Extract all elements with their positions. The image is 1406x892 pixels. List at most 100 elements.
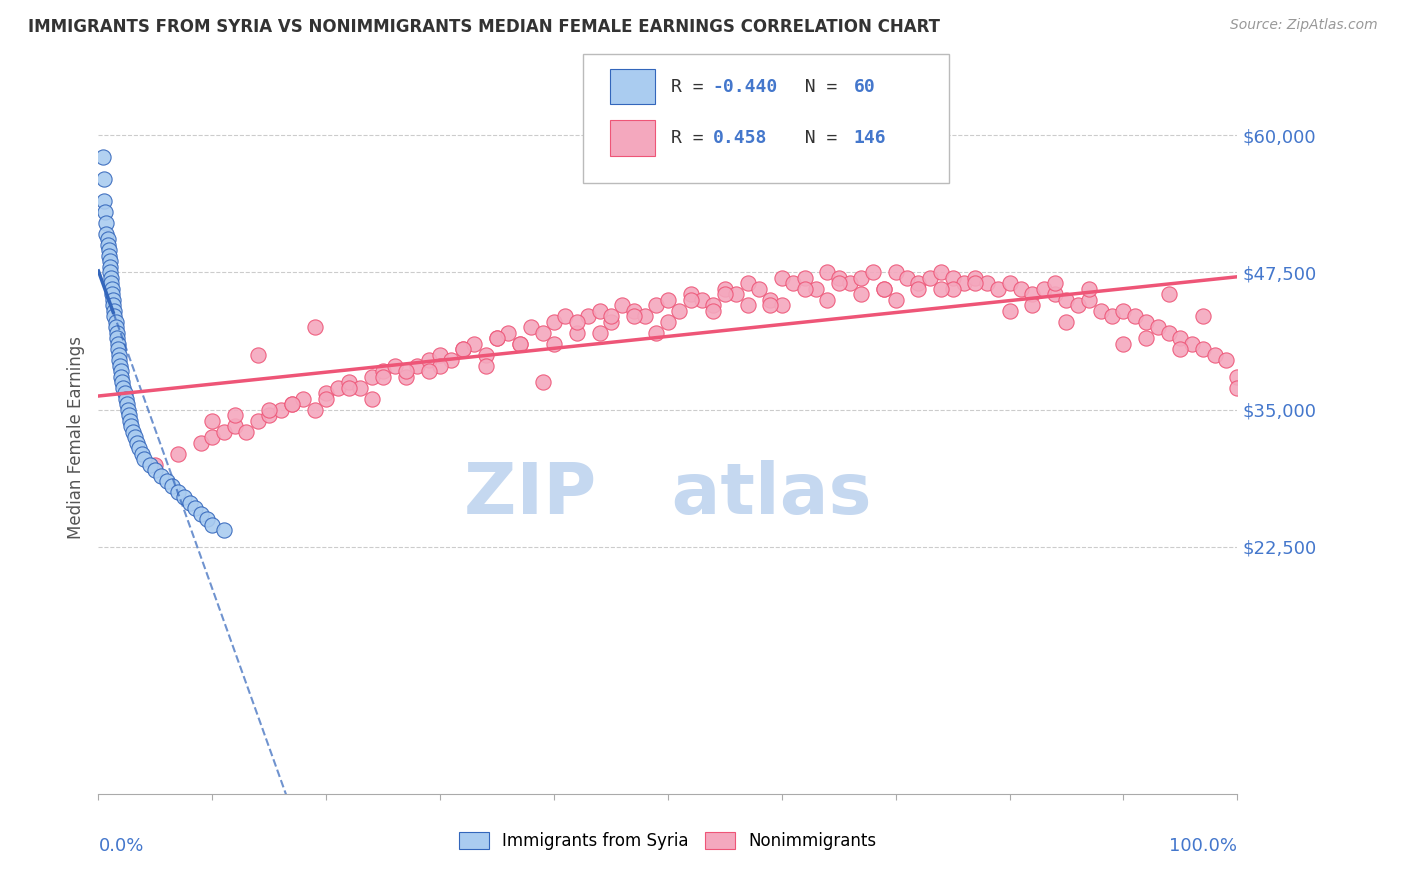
Point	[98, 260, 121, 274]
Text: 0.458: 0.458	[713, 129, 768, 147]
Point	[326, 381, 349, 395]
Point	[873, 282, 896, 296]
Point	[337, 381, 360, 395]
Point	[212, 524, 235, 538]
Point	[804, 282, 827, 296]
Point	[98, 254, 121, 268]
Point	[337, 375, 360, 389]
Point	[520, 320, 543, 334]
Point	[702, 298, 724, 312]
Point	[498, 326, 520, 340]
Point	[815, 265, 838, 279]
Point	[429, 359, 451, 373]
Point	[953, 277, 976, 291]
Point	[201, 430, 224, 444]
Point	[531, 326, 554, 340]
Point	[94, 205, 117, 219]
Point	[104, 320, 127, 334]
Point	[588, 326, 610, 340]
Point	[884, 265, 907, 279]
Point	[281, 397, 304, 411]
Point	[156, 474, 179, 488]
Point	[93, 194, 115, 208]
Point	[120, 414, 142, 428]
Text: IMMIGRANTS FROM SYRIA VS NONIMMIGRANTS MEDIAN FEMALE EARNINGS CORRELATION CHART: IMMIGRANTS FROM SYRIA VS NONIMMIGRANTS M…	[28, 18, 941, 36]
Point	[929, 282, 952, 296]
Point	[111, 375, 134, 389]
Point	[259, 402, 281, 417]
Point	[884, 293, 907, 307]
Point	[96, 232, 118, 246]
Text: 0.0%: 0.0%	[98, 837, 143, 855]
Point	[839, 277, 862, 291]
Point	[907, 282, 929, 296]
Point	[1157, 326, 1180, 340]
Point	[93, 172, 115, 186]
Point	[108, 353, 131, 368]
Point	[440, 353, 463, 368]
Point	[1192, 310, 1215, 324]
Point	[150, 468, 173, 483]
Point	[531, 375, 554, 389]
Point	[97, 244, 120, 258]
Point	[105, 331, 128, 345]
Point	[1078, 293, 1101, 307]
Point	[110, 369, 132, 384]
Point	[184, 501, 207, 516]
Point	[929, 265, 952, 279]
Point	[315, 386, 337, 401]
Point	[395, 364, 418, 378]
Point	[543, 315, 565, 329]
Point	[145, 458, 167, 472]
Point	[1135, 331, 1157, 345]
Point	[1123, 310, 1146, 324]
Point	[1204, 348, 1226, 362]
Point	[406, 359, 429, 373]
Point	[759, 293, 782, 307]
Point	[201, 517, 224, 532]
Point	[759, 298, 782, 312]
Point	[486, 331, 509, 345]
Point	[107, 336, 129, 351]
Point	[132, 452, 155, 467]
Point	[657, 315, 679, 329]
Point	[98, 265, 121, 279]
Point	[1101, 310, 1123, 324]
Point	[851, 287, 873, 301]
Point	[1170, 331, 1192, 345]
Point	[384, 359, 406, 373]
Point	[815, 293, 838, 307]
Point	[645, 326, 668, 340]
Point	[96, 238, 118, 252]
Point	[108, 348, 131, 362]
Point	[565, 326, 588, 340]
Point	[1112, 336, 1135, 351]
Point	[190, 507, 212, 521]
Point	[104, 315, 127, 329]
Y-axis label: Median Female Earnings: Median Female Earnings	[66, 335, 84, 539]
Point	[127, 435, 149, 450]
Point	[167, 485, 190, 500]
Text: R =: R =	[671, 129, 725, 147]
Point	[612, 298, 634, 312]
Point	[110, 364, 132, 378]
Point	[418, 364, 440, 378]
Point	[360, 369, 382, 384]
Point	[998, 303, 1021, 318]
Point	[1112, 303, 1135, 318]
Point	[770, 298, 793, 312]
Point	[623, 310, 645, 324]
Point	[600, 310, 623, 324]
Point	[201, 414, 224, 428]
Point	[112, 381, 135, 395]
Point	[107, 343, 129, 357]
Point	[1146, 320, 1168, 334]
Point	[114, 392, 136, 406]
Point	[281, 397, 304, 411]
Point	[634, 310, 657, 324]
Point	[371, 369, 394, 384]
Point	[100, 277, 122, 291]
Text: 100.0%: 100.0%	[1170, 837, 1237, 855]
Point	[486, 331, 509, 345]
Point	[793, 282, 815, 296]
